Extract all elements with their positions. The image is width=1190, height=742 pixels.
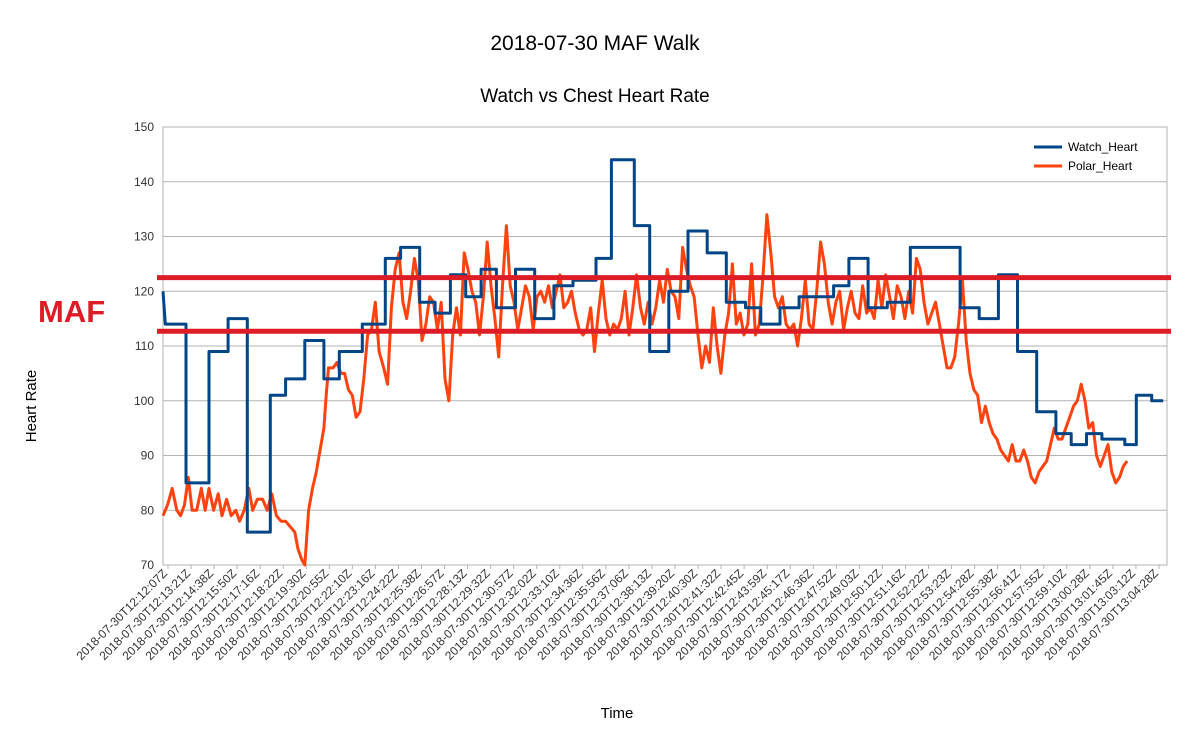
y-tick-label: 150 — [134, 120, 154, 134]
legend: Watch_Heart Polar_Heart — [1034, 140, 1138, 173]
legend-label-watch: Watch_Heart — [1068, 140, 1138, 154]
y-tick-label: 140 — [134, 175, 154, 189]
y-tick-label: 130 — [134, 230, 154, 244]
series-line-watch-heart — [161, 158, 1164, 534]
y-tick-label: 120 — [134, 284, 154, 298]
series-line-polar-heart — [161, 213, 1129, 567]
y-tick-label: 110 — [135, 339, 154, 353]
y-tick-label: 80 — [141, 503, 155, 517]
y-axis-ticks: 70 80 90 100 110 120 130 140 150 — [134, 120, 154, 572]
y-tick-label: 90 — [141, 449, 155, 463]
series-layer — [161, 158, 1164, 567]
y-tick-label: 70 — [141, 558, 155, 572]
y-axis-label: Heart Rate — [23, 370, 40, 443]
legend-label-polar: Polar_Heart — [1068, 159, 1133, 173]
chart-subtitle: Watch vs Chest Heart Rate — [480, 86, 709, 107]
maf-lines — [157, 275, 1171, 334]
y-tick-label: 100 — [134, 394, 154, 408]
x-axis-label: Time — [601, 705, 634, 722]
chart-title: 2018-07-30 MAF Walk — [490, 32, 700, 55]
maf-label: MAF — [38, 294, 105, 329]
plot-area: 70 80 90 100 110 120 130 140 150 2018-07-30T12:1… — [73, 120, 1171, 663]
x-axis-ticks: 2018-07-30T12:12:07Z2018-07-30T12:13:21Z… — [73, 565, 1161, 663]
